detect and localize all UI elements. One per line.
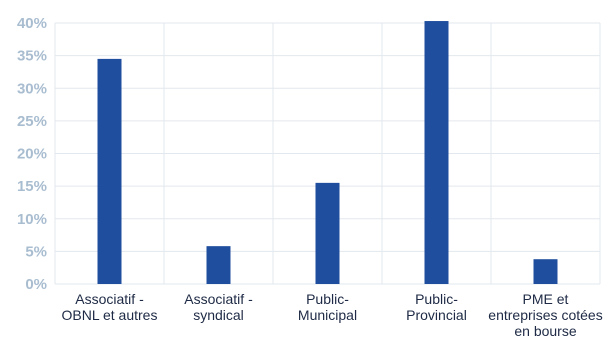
x-tick-label: Public-Provincial [406,291,467,323]
y-tick-label: 10% [17,211,47,228]
y-tick-label: 40% [17,15,47,32]
x-tick-label: PME et entreprises cotées en bourse [488,291,602,339]
grid-lines [54,22,601,285]
bar [97,58,122,285]
y-tick-label: 15% [17,178,47,195]
x-tick-label: Public-Municipal [298,291,357,323]
y-tick-label: 5% [25,243,47,260]
x-axis-ticks: Associatif -OBNL et autres Associatif -sy… [62,291,603,339]
bars [97,21,558,285]
y-tick-label: 20% [17,146,47,163]
y-axis-ticks: 0% 5% 10% 15% 20% 25% 30% 35% 40% [17,15,47,293]
y-tick-label: 30% [17,80,47,97]
y-tick-label: 0% [25,276,47,293]
x-tick-label: Associatif -OBNL et autres [62,291,158,323]
bar [315,182,340,284]
x-tick-label: Associatif -syndical [184,291,253,323]
bar [533,259,558,284]
y-tick-label: 35% [17,48,47,65]
y-tick-label: 25% [17,113,47,130]
bar [424,21,449,284]
bar [206,246,231,284]
